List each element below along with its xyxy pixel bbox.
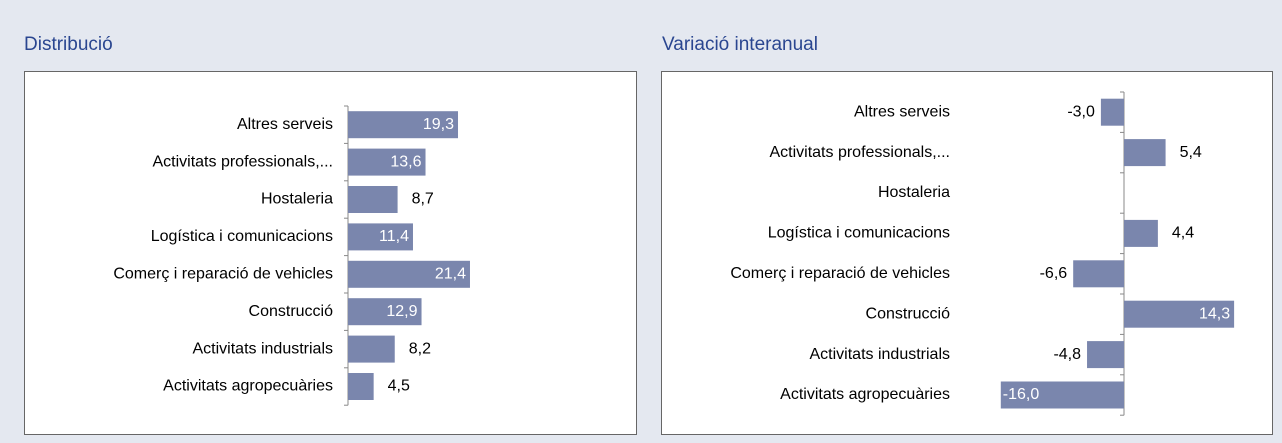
- category-label: Logística i comunicacions: [151, 228, 333, 245]
- category-label: Activitats industrials: [193, 340, 334, 357]
- bar: [1124, 139, 1166, 167]
- category-label: Altres serveis: [237, 116, 333, 133]
- value-label: 12,9: [386, 303, 417, 320]
- category-label: Hostaleria: [878, 184, 950, 201]
- bar: [348, 335, 395, 363]
- category-label: Activitats agropecuàries: [163, 378, 333, 395]
- category-label: Altres serveis: [854, 103, 950, 120]
- value-label: 19,3: [423, 116, 454, 133]
- category-label: Construcció: [866, 305, 951, 322]
- value-label: 21,4: [435, 266, 466, 283]
- bar: [1124, 219, 1158, 247]
- value-label: 4,4: [1172, 225, 1194, 242]
- bar: [348, 111, 459, 139]
- bar: [348, 298, 422, 326]
- value-label: 8,7: [412, 191, 434, 208]
- bar: [1087, 341, 1124, 369]
- bar: [1124, 300, 1235, 328]
- bar: [1073, 260, 1124, 288]
- bar: [348, 148, 426, 176]
- category-label: Logística i comunicacions: [768, 225, 950, 242]
- category-label: Hostaleria: [261, 191, 333, 208]
- bar: [348, 373, 374, 400]
- category-label: Comerç i reparació de vehicles: [730, 265, 950, 282]
- panel: [661, 71, 1273, 435]
- value-label: -6,6: [1040, 265, 1068, 282]
- value-label: 4,5: [388, 378, 410, 395]
- category-label: Activitats agropecuàries: [780, 386, 950, 403]
- bar: [1100, 98, 1124, 126]
- bar: [1000, 381, 1124, 409]
- category-label: Comerç i reparació de vehicles: [113, 266, 333, 283]
- bar: [348, 223, 413, 251]
- value-label: 11,4: [379, 228, 409, 245]
- value-label: 14,3: [1199, 305, 1230, 322]
- chart-title: Variació interanual: [662, 34, 818, 55]
- value-label: -16,0: [1003, 386, 1040, 403]
- category-label: Activitats professionals,...: [769, 144, 950, 161]
- category-label: Activitats industrials: [810, 346, 951, 363]
- value-label: -4,8: [1053, 346, 1081, 363]
- value-label: 5,4: [1180, 144, 1202, 161]
- value-label: 8,2: [409, 340, 431, 357]
- value-label: 13,6: [390, 153, 421, 170]
- bar: [348, 186, 398, 213]
- chart-title: Distribució: [24, 34, 113, 55]
- bar: [348, 260, 470, 288]
- value-label: -3,0: [1067, 103, 1095, 120]
- category-label: Activitats professionals,...: [152, 153, 333, 170]
- category-label: Construcció: [249, 303, 334, 320]
- panel: [24, 71, 637, 435]
